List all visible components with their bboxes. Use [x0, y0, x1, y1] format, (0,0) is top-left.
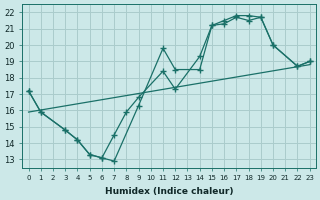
X-axis label: Humidex (Indice chaleur): Humidex (Indice chaleur) — [105, 187, 233, 196]
